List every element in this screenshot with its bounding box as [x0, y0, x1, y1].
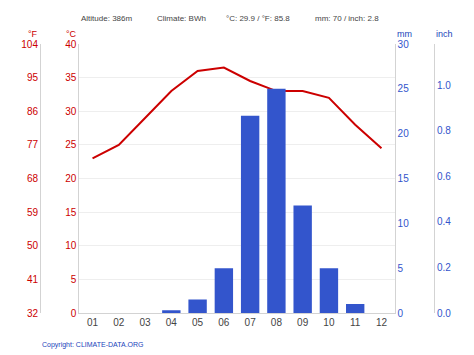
svg-text:08: 08	[271, 317, 283, 328]
svg-text:1.0: 1.0	[437, 80, 451, 91]
svg-text:25: 25	[398, 83, 410, 94]
svg-text:5: 5	[398, 263, 404, 274]
svg-text:86: 86	[27, 106, 39, 117]
svg-text:°F: °F	[28, 29, 38, 39]
svg-text:0.6: 0.6	[437, 171, 451, 182]
svg-text:35: 35	[65, 72, 77, 83]
svg-text:20: 20	[398, 128, 410, 139]
svg-text:02: 02	[113, 317, 125, 328]
svg-text:30: 30	[398, 39, 410, 50]
svg-text:10: 10	[398, 218, 410, 229]
svg-text:mm: 70 / inch: 2.8: mm: 70 / inch: 2.8	[315, 14, 379, 23]
svg-text:30: 30	[65, 106, 77, 117]
svg-text:32: 32	[27, 308, 39, 319]
svg-text:68: 68	[27, 173, 39, 184]
svg-text:inch: inch	[436, 29, 453, 39]
svg-text:25: 25	[65, 139, 77, 150]
svg-text:04: 04	[166, 317, 178, 328]
svg-text:15: 15	[398, 173, 410, 184]
svg-text:77: 77	[27, 139, 39, 150]
svg-text:0.4: 0.4	[437, 216, 451, 227]
svg-text:°C: 29.9 / °F: 85.8: °C: 29.9 / °F: 85.8	[226, 14, 290, 23]
svg-text:15: 15	[65, 207, 77, 218]
svg-text:0: 0	[71, 308, 77, 319]
svg-text:50: 50	[27, 240, 39, 251]
svg-text:104: 104	[21, 39, 38, 50]
svg-text:10: 10	[65, 240, 77, 251]
svg-text:10: 10	[323, 317, 335, 328]
svg-text:mm: mm	[397, 29, 412, 39]
svg-text:03: 03	[140, 317, 152, 328]
svg-text:95: 95	[27, 72, 39, 83]
svg-text:07: 07	[245, 317, 257, 328]
svg-text:20: 20	[65, 173, 77, 184]
svg-text:5: 5	[71, 274, 77, 285]
svg-text:06: 06	[218, 317, 230, 328]
svg-text:11: 11	[350, 317, 361, 328]
svg-text:12: 12	[376, 317, 388, 328]
svg-text:05: 05	[192, 317, 204, 328]
svg-text:59: 59	[27, 207, 39, 218]
svg-text:Climate: BWh: Climate: BWh	[157, 14, 206, 23]
svg-text:Copyright: CLIMATE-DATA.ORG: Copyright: CLIMATE-DATA.ORG	[42, 341, 144, 349]
svg-text:0.2: 0.2	[437, 262, 451, 273]
svg-text:0: 0	[398, 308, 404, 319]
svg-text:41: 41	[27, 274, 39, 285]
svg-text:0.8: 0.8	[437, 125, 451, 136]
svg-text:01: 01	[87, 317, 99, 328]
svg-text:°C: °C	[66, 29, 77, 39]
svg-text:09: 09	[297, 317, 309, 328]
svg-text:0.0: 0.0	[437, 308, 451, 319]
svg-text:40: 40	[65, 39, 77, 50]
svg-text:Altitude: 386m: Altitude: 386m	[81, 14, 132, 23]
